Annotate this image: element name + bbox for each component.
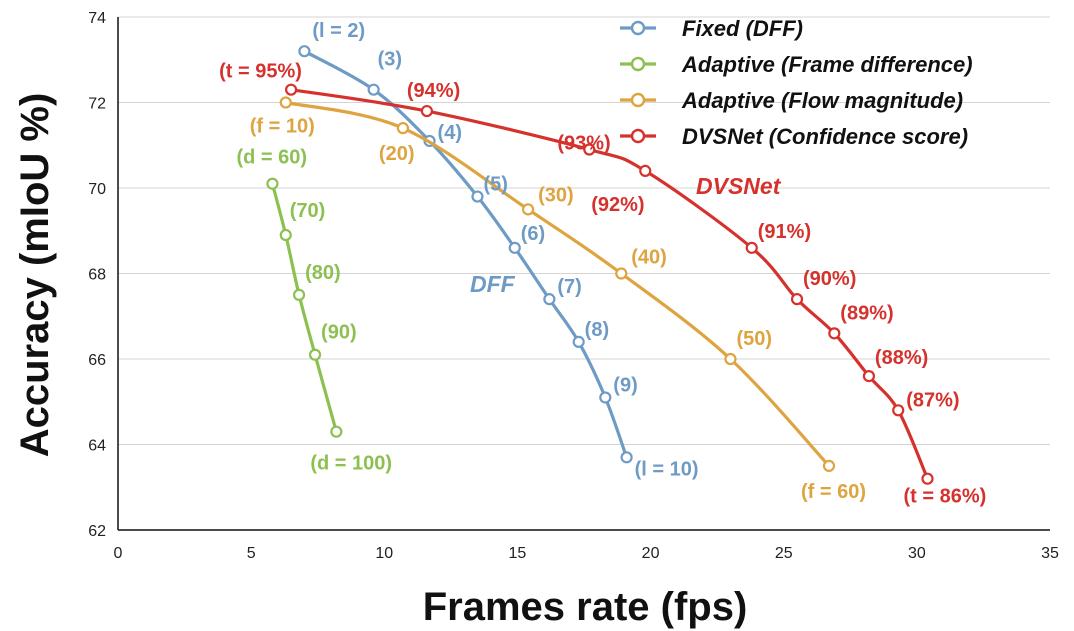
data-point xyxy=(367,83,380,96)
x-axis-title: Frames rate (fps) xyxy=(423,585,748,629)
legend-layer: Fixed (DFF) Adaptive (Frame difference) Ad… xyxy=(620,16,973,149)
data-label: (l = 2) xyxy=(312,20,365,42)
data-point xyxy=(543,293,556,306)
data-label: (8) xyxy=(585,319,609,341)
data-label: (93%) xyxy=(557,133,610,155)
data-label: (t = 95%) xyxy=(219,61,302,83)
x-tick-label: 15 xyxy=(509,545,527,562)
data-label: (92%) xyxy=(591,194,644,216)
legend-label: Fixed (DFF) xyxy=(682,16,803,41)
y-tick-label: 66 xyxy=(88,352,106,369)
data-label: (94%) xyxy=(407,80,460,102)
data-label: (3) xyxy=(378,49,402,71)
data-label: (f = 10) xyxy=(250,116,315,138)
data-label: (91%) xyxy=(758,221,811,243)
legend-swatch-marker xyxy=(630,56,646,72)
x-tick-label: 0 xyxy=(114,545,123,562)
series-tag-label: DVSNet xyxy=(696,173,782,199)
legend-label: Adaptive (Frame difference) xyxy=(681,52,973,77)
y-tick-label: 62 xyxy=(88,523,106,540)
y-tick-label: 64 xyxy=(88,438,106,455)
y-axis-title: Accuracy (mIoU %) xyxy=(13,93,57,458)
data-point xyxy=(724,352,737,366)
y-tick-label: 72 xyxy=(88,96,106,113)
data-label: (d = 100) xyxy=(310,453,392,475)
data-label: (6) xyxy=(521,223,545,245)
data-point xyxy=(921,472,934,485)
data-label: (30) xyxy=(538,184,574,206)
label-layer: (l = 2) (3) (4) (5) (6) (7)(8) (9) (l = 10) (d =… xyxy=(219,20,986,508)
data-label: (70) xyxy=(290,200,326,222)
y-tick-label: 74 xyxy=(88,10,106,27)
data-point xyxy=(471,190,484,203)
data-label: (d = 60) xyxy=(236,147,307,169)
data-point xyxy=(266,177,279,190)
data-label: (80) xyxy=(305,262,341,284)
data-point xyxy=(745,241,758,254)
series-layer xyxy=(266,45,934,485)
data-point xyxy=(892,404,905,417)
x-tick-label: 30 xyxy=(908,545,926,562)
axis-layer: 62 64 66 68 70 72 74 0 5 10 15 20 25 30 35 xyxy=(88,10,1059,562)
data-point xyxy=(615,267,628,280)
data-label: (20) xyxy=(379,143,415,165)
data-point xyxy=(508,241,521,254)
data-label: (t = 86%) xyxy=(904,486,987,508)
x-tick-label: 20 xyxy=(642,545,660,562)
data-label: (4) xyxy=(438,122,462,144)
data-label: (88%) xyxy=(875,347,928,369)
data-label: (5) xyxy=(483,174,507,196)
data-label: (f = 60) xyxy=(801,481,866,503)
data-point xyxy=(583,143,596,156)
x-tick-label: 10 xyxy=(375,545,393,562)
legend-swatch-marker xyxy=(630,128,646,144)
x-tick-label: 5 xyxy=(247,545,256,562)
data-label: (50) xyxy=(736,328,772,350)
data-label: (l = 10) xyxy=(635,458,699,480)
legend-label: DVSNet (Confidence score) xyxy=(682,124,968,149)
data-point xyxy=(396,122,410,135)
data-label: (7) xyxy=(557,276,581,298)
data-label: (90) xyxy=(321,322,357,344)
data-point xyxy=(790,293,804,306)
data-point xyxy=(279,228,292,242)
data-point xyxy=(599,391,612,404)
series-line xyxy=(285,100,831,467)
data-point xyxy=(284,83,298,96)
data-label: (89%) xyxy=(840,302,893,324)
data-point xyxy=(620,451,633,464)
data-point xyxy=(828,327,841,340)
data-point xyxy=(292,288,306,301)
data-point xyxy=(420,104,433,118)
data-point xyxy=(279,96,292,109)
data-point xyxy=(330,425,343,438)
data-label: (87%) xyxy=(906,389,959,411)
y-tick-label: 68 xyxy=(88,267,106,284)
x-tick-label: 35 xyxy=(1041,545,1059,562)
data-label: (9) xyxy=(613,374,637,396)
legend-swatch-marker xyxy=(630,92,646,108)
data-point xyxy=(572,335,585,348)
data-label: (40) xyxy=(631,247,667,269)
data-point xyxy=(862,370,876,383)
data-point xyxy=(308,348,322,361)
legend-swatch-marker xyxy=(630,20,646,36)
data-point xyxy=(521,203,535,216)
data-point xyxy=(298,45,311,58)
data-point xyxy=(639,164,652,177)
y-tick-label: 70 xyxy=(88,181,106,198)
x-tick-label: 25 xyxy=(775,545,793,562)
series-tag-label: DFF xyxy=(470,271,516,297)
legend-label: Adaptive (Flow magnitude) xyxy=(681,88,963,113)
data-point xyxy=(822,459,836,472)
data-label: (90%) xyxy=(803,268,856,290)
